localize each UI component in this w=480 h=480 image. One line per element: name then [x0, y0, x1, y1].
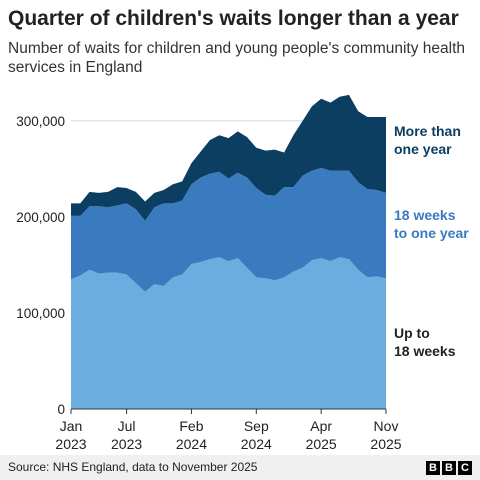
x-tick-label-month: Apr [310, 418, 332, 434]
x-tick-label-month: Nov [374, 418, 399, 434]
area-up-to-18-weeks [71, 257, 386, 409]
x-tick-label-year: 2025 [306, 436, 337, 452]
legend-label: one year [394, 141, 452, 157]
x-tick-label-year: 2024 [241, 436, 272, 452]
x-tick-label-year: 2023 [111, 436, 142, 452]
legend-label: to one year [394, 225, 469, 241]
chart-subtitle: Number of waits for children and young p… [8, 40, 466, 76]
y-tick-label: 200,000 [16, 210, 65, 225]
x-tick-label-month: Sep [244, 418, 269, 434]
x-tick-label-year: 2025 [370, 436, 401, 452]
x-tick-label-year: 2024 [176, 436, 207, 452]
x-tick-label-month: Jul [118, 418, 136, 434]
legend-label: Up to [394, 325, 430, 341]
x-tick-label-month: Feb [179, 418, 203, 434]
x-tick-label-year: 2023 [55, 436, 86, 452]
y-tick-label: 0 [57, 402, 65, 417]
legend-label: More than [394, 123, 461, 139]
source-note: Source: NHS England, data to November 20… [8, 460, 258, 474]
chart-title: Quarter of children's waits longer than … [8, 7, 459, 30]
footer-bar: Source: NHS England, data to November 20… [0, 455, 480, 480]
area-18-weeks-to-one-year [71, 167, 386, 292]
area-more-than-one-year [71, 94, 386, 221]
y-tick-label: 100,000 [16, 306, 65, 321]
x-tick-label-month: Jan [60, 418, 83, 434]
y-tick-label: 300,000 [16, 114, 65, 129]
legend-label: 18 weeks [394, 207, 456, 223]
legend-label: 18 weeks [394, 343, 456, 359]
area-chart: 0 100,000 200,000 300,000 Jan 2023 Jul 2023 Feb 2… [16, 94, 469, 452]
